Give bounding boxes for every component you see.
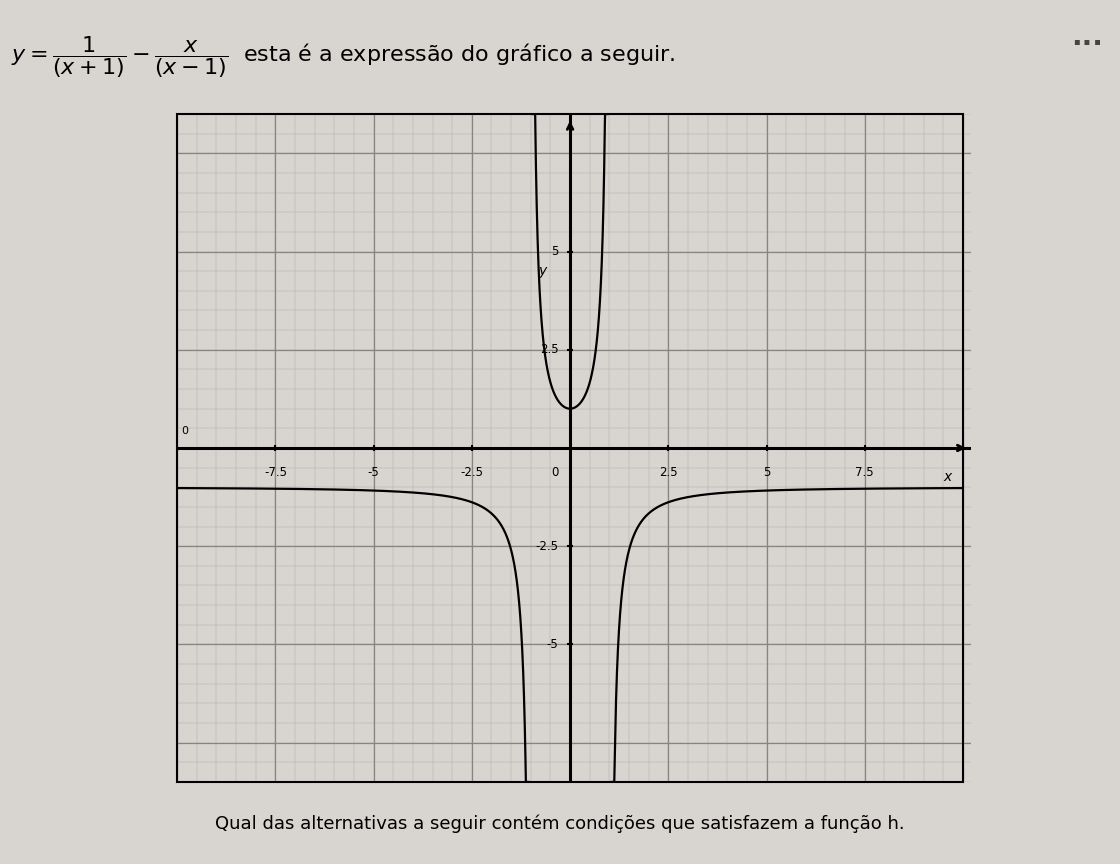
Text: -2.5: -2.5 [535, 540, 558, 553]
Text: -7.5: -7.5 [264, 466, 287, 479]
Text: 0: 0 [551, 466, 558, 479]
Text: y: y [539, 264, 547, 278]
Text: 0: 0 [181, 426, 188, 436]
Text: -5: -5 [547, 638, 558, 651]
Text: $y=\dfrac{1}{(x+1)}-\dfrac{x}{(x-1)}$  esta é a expressão do gráfico a seguir.: $y=\dfrac{1}{(x+1)}-\dfrac{x}{(x-1)}$ es… [11, 34, 675, 80]
Text: -5: -5 [367, 466, 380, 479]
Text: 2.5: 2.5 [659, 466, 678, 479]
Text: Qual das alternativas a seguir contém condições que satisfazem a função h.: Qual das alternativas a seguir contém co… [215, 815, 905, 833]
Text: 7.5: 7.5 [856, 466, 874, 479]
Text: x: x [943, 470, 951, 484]
Text: -2.5: -2.5 [460, 466, 484, 479]
Text: 2.5: 2.5 [540, 343, 558, 356]
Text: ...: ... [1072, 22, 1103, 51]
Text: 5: 5 [551, 245, 558, 258]
Text: 5: 5 [763, 466, 771, 479]
